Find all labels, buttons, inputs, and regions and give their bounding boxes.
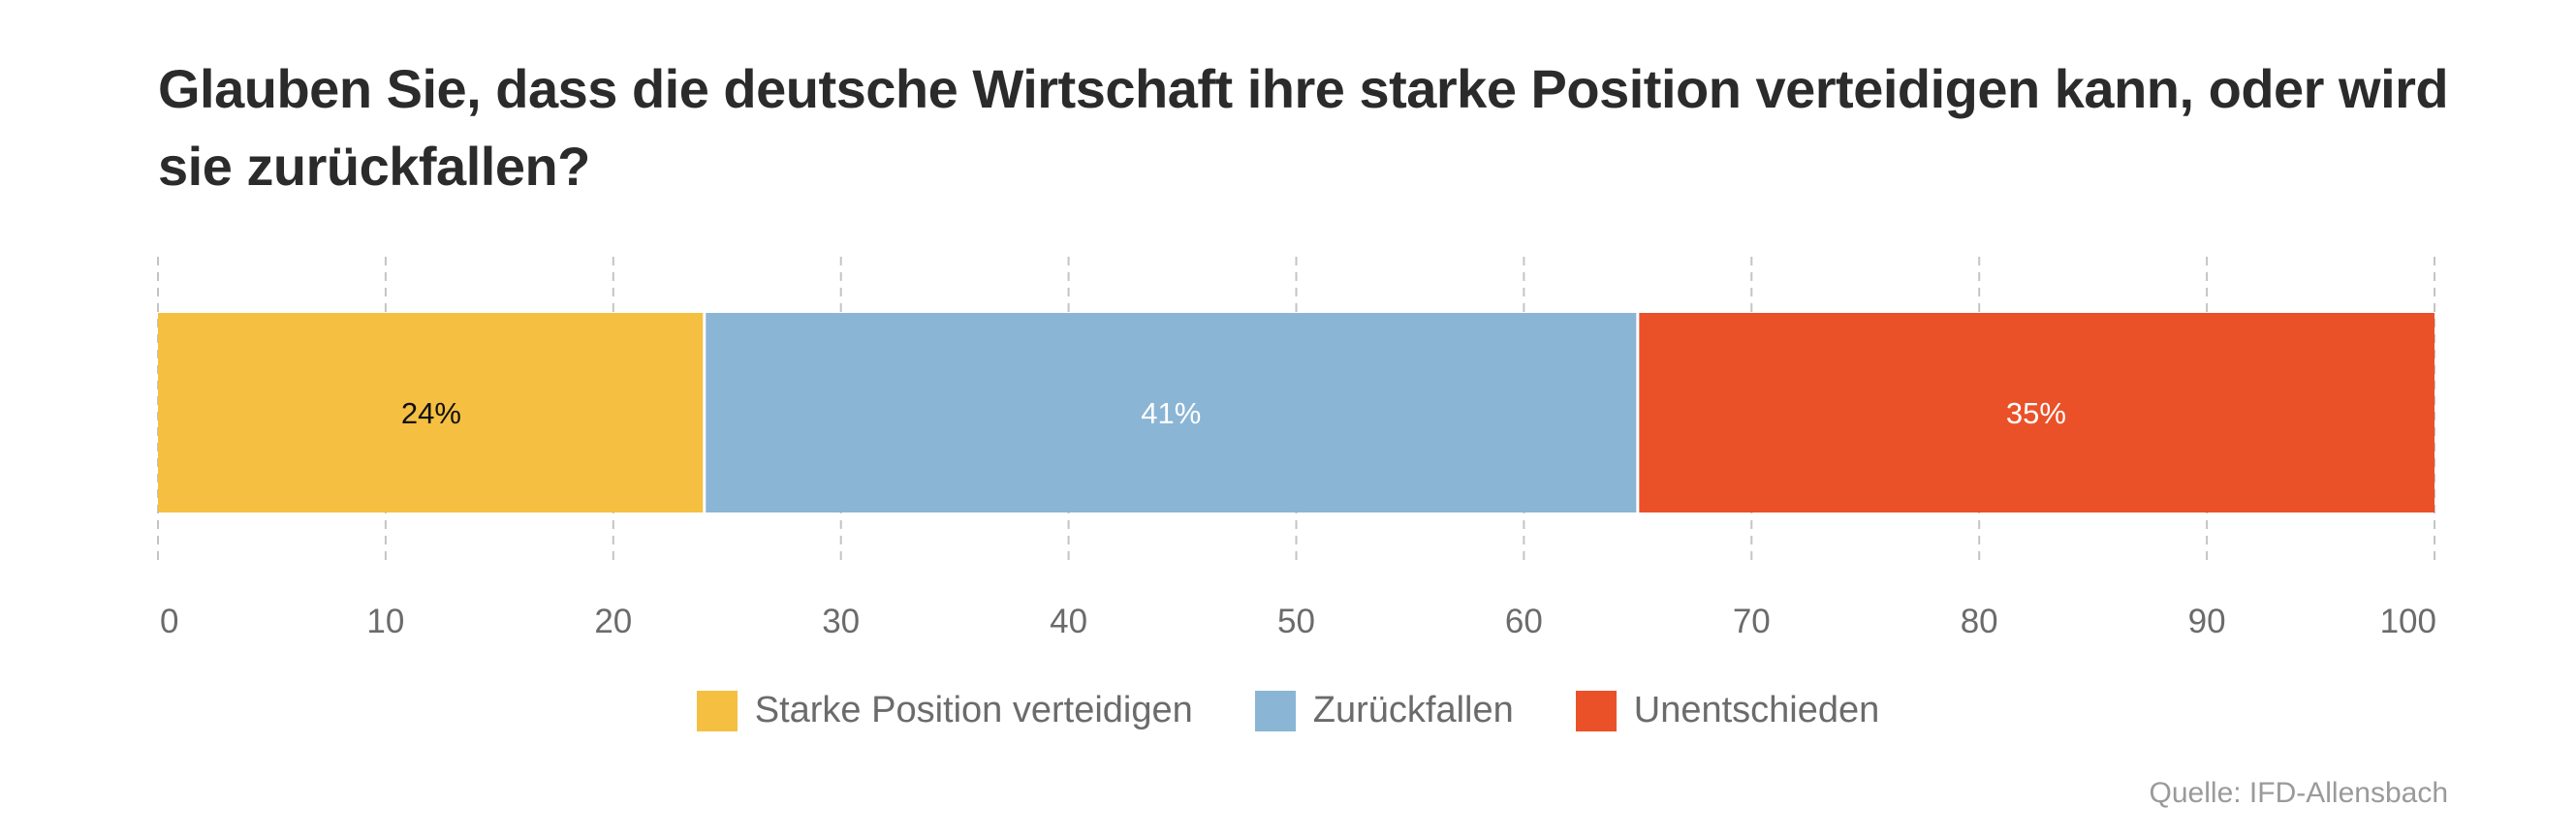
x-tick-label: 10	[366, 603, 404, 640]
x-tick-label: 40	[1050, 603, 1087, 640]
source-note: Quelle: IFD-Allensbach	[2149, 777, 2448, 809]
x-tick-label: 80	[1961, 603, 1998, 640]
chart-title: Glauben Sie, dass die deutsche Wirtschaf…	[158, 58, 2449, 197]
legend-item-3: Unentschieden	[1575, 690, 1880, 731]
legend-label: Starke Position verteidigen	[754, 690, 1193, 730]
bar-segment-1	[158, 313, 705, 512]
legend-label: Zurückfallen	[1312, 690, 1514, 730]
x-tick-label: 60	[1505, 603, 1543, 640]
x-tick-label: 50	[1277, 603, 1315, 640]
legend: Starke Position verteidigen Zurückfallen U…	[0, 690, 2576, 731]
x-tick-label: 0	[160, 603, 178, 640]
x-tick-label: 90	[2188, 603, 2226, 640]
legend-item-1: Starke Position verteidigen	[696, 690, 1193, 731]
bar-labels: 24% 41% 35%	[401, 396, 2066, 430]
x-tick-label: 70	[1733, 603, 1771, 640]
legend-swatch	[1575, 690, 1617, 731]
bar-segments	[158, 313, 2435, 512]
x-tick-label: 30	[822, 603, 860, 640]
legend-item-2: Zurückfallen	[1254, 690, 1514, 731]
bar-value-label: 41%	[1141, 396, 1201, 430]
bar-value-label: 24%	[401, 396, 461, 430]
bar-segment-3	[1637, 313, 2435, 512]
legend-swatch	[1254, 690, 1296, 731]
bar-segment-2	[704, 313, 1638, 512]
x-tick-label: 100	[2380, 603, 2436, 640]
bar-value-label: 35%	[2006, 396, 2066, 430]
x-axis-ticks: 0 10 20 30 40 50 60 70 80 90 100	[160, 603, 2436, 640]
x-tick-label: 20	[594, 603, 632, 640]
legend-swatch	[696, 690, 738, 731]
legend-label: Unentschieden	[1633, 690, 1880, 730]
